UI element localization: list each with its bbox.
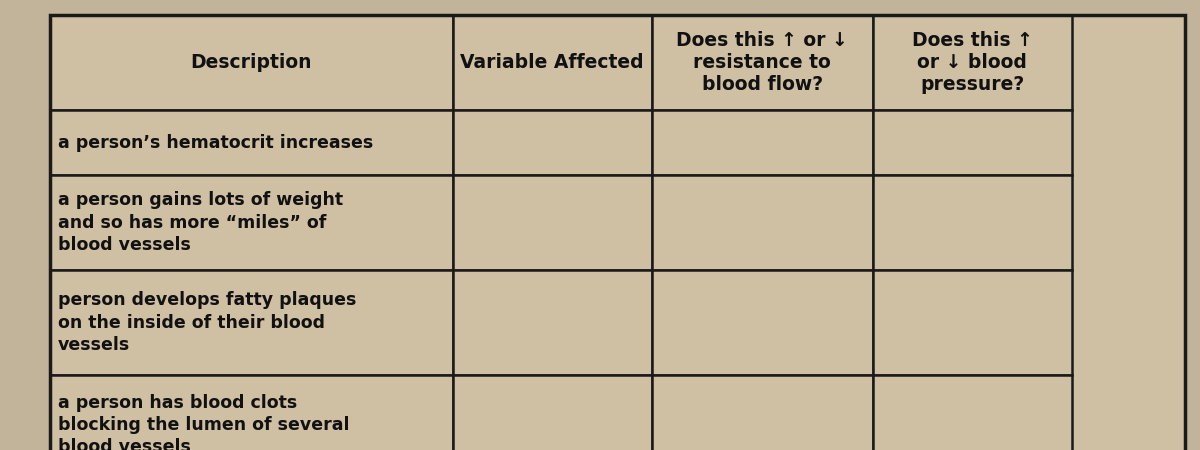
- Bar: [452, 375, 652, 450]
- Bar: [872, 15, 1072, 110]
- Bar: [652, 15, 872, 110]
- Text: Does this ↑
or ↓ blood
pressure?: Does this ↑ or ↓ blood pressure?: [912, 31, 1033, 94]
- Bar: [652, 375, 872, 450]
- Bar: [872, 375, 1072, 450]
- Bar: [50, 110, 452, 175]
- Bar: [452, 15, 652, 110]
- Text: a person has blood clots
blocking the lumen of several
blood vessels: a person has blood clots blocking the lu…: [58, 394, 349, 450]
- Bar: [452, 110, 652, 175]
- Bar: [50, 375, 452, 450]
- Bar: [452, 175, 652, 270]
- Bar: [652, 175, 872, 270]
- Text: Variable Affected: Variable Affected: [461, 53, 644, 72]
- Bar: [50, 175, 452, 270]
- Bar: [50, 270, 452, 375]
- Text: person develops fatty plaques
on the inside of their blood
vessels: person develops fatty plaques on the ins…: [58, 291, 356, 354]
- Bar: [452, 270, 652, 375]
- Bar: [50, 15, 452, 110]
- Text: Does this ↑ or ↓
resistance to
blood flow?: Does this ↑ or ↓ resistance to blood flo…: [677, 31, 848, 94]
- Bar: [872, 270, 1072, 375]
- Bar: [872, 175, 1072, 270]
- Text: a person’s hematocrit increases: a person’s hematocrit increases: [58, 134, 373, 152]
- Bar: [652, 110, 872, 175]
- Text: Description: Description: [191, 53, 312, 72]
- Bar: [652, 270, 872, 375]
- Bar: [872, 110, 1072, 175]
- Text: a person gains lots of weight
and so has more “miles” of
blood vessels: a person gains lots of weight and so has…: [58, 191, 343, 254]
